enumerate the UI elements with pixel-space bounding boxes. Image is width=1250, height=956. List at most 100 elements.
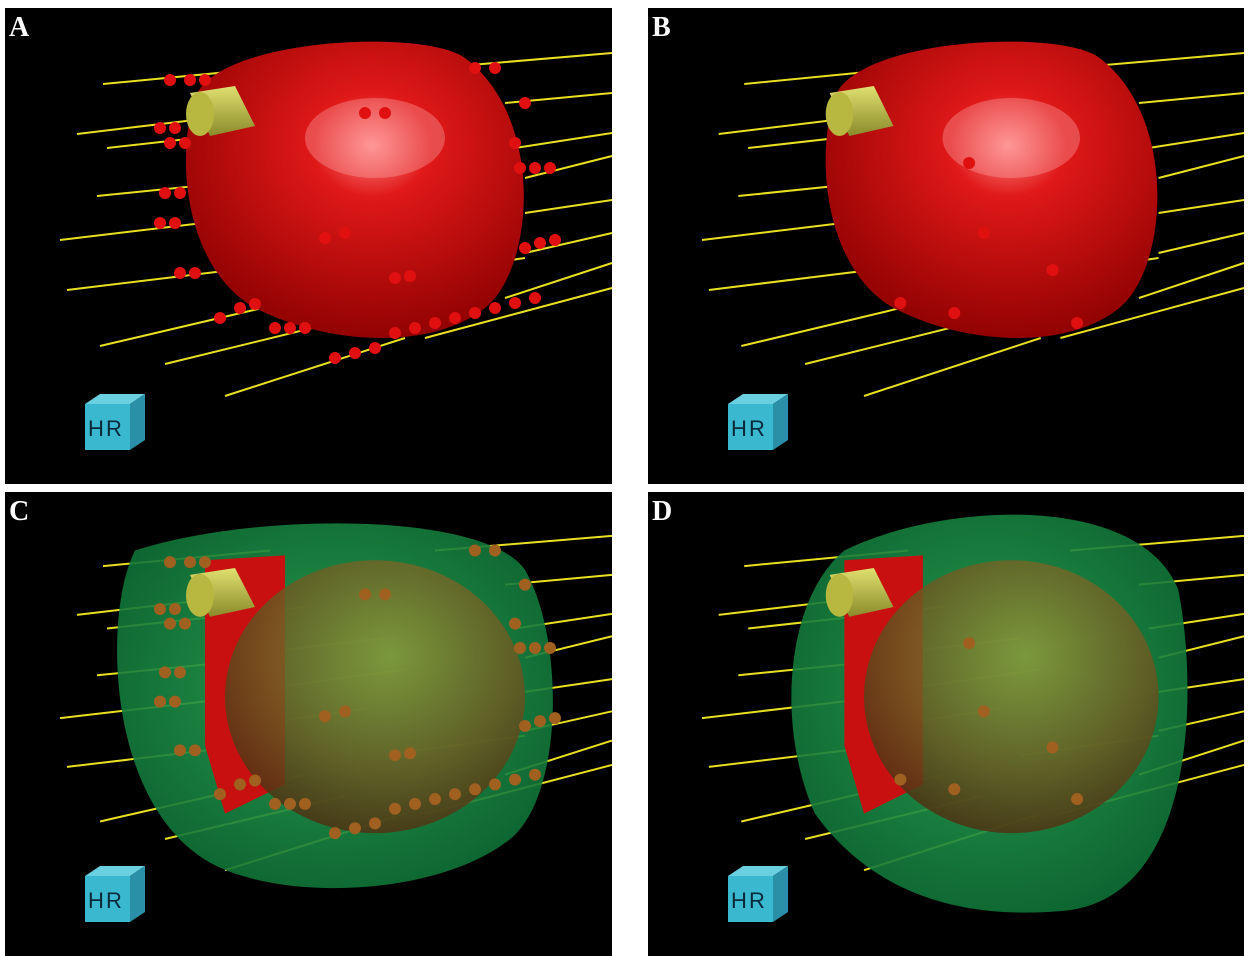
seed-dot bbox=[154, 696, 166, 708]
seed-dot bbox=[164, 74, 176, 86]
seed-dot bbox=[164, 137, 176, 149]
seed-dot bbox=[529, 292, 541, 304]
panel: HRA bbox=[5, 8, 612, 484]
seed-dot bbox=[389, 327, 401, 339]
seed-dot bbox=[519, 97, 531, 109]
seed-dot bbox=[179, 618, 191, 630]
seed-dot bbox=[963, 157, 975, 169]
seed-dot bbox=[948, 783, 960, 795]
seed-dot bbox=[429, 317, 441, 329]
seed-dot bbox=[509, 137, 521, 149]
seed-dot bbox=[214, 312, 226, 324]
seed-dot bbox=[389, 272, 401, 284]
seed-dot bbox=[284, 322, 296, 334]
seed-dot bbox=[544, 162, 556, 174]
seed-dot bbox=[359, 588, 371, 600]
seed-dot bbox=[164, 556, 176, 568]
seed-dot bbox=[159, 187, 171, 199]
seed-dot bbox=[199, 74, 211, 86]
applicator-end bbox=[186, 92, 214, 136]
seed-dot bbox=[449, 312, 461, 324]
seed-dot bbox=[359, 107, 371, 119]
seed-dot bbox=[174, 187, 186, 199]
seed-dot bbox=[249, 298, 261, 310]
cube-label: H bbox=[731, 888, 747, 913]
seed-dot bbox=[404, 270, 416, 282]
seed-dot bbox=[349, 347, 361, 359]
seed-dot bbox=[948, 307, 960, 319]
seed-dot bbox=[514, 642, 526, 654]
seed-dot bbox=[509, 297, 521, 309]
seed-dot bbox=[234, 302, 246, 314]
seed-dot bbox=[534, 715, 546, 727]
seed-dot bbox=[234, 778, 246, 790]
cube-label: R bbox=[106, 888, 122, 913]
seed-dot bbox=[519, 579, 531, 591]
seed-dot bbox=[894, 297, 906, 309]
seed-dot bbox=[529, 162, 541, 174]
seed-dot bbox=[449, 788, 461, 800]
seed-dot bbox=[369, 817, 381, 829]
seed-dot bbox=[189, 267, 201, 279]
seed-dot bbox=[549, 712, 561, 724]
seed-dot bbox=[1071, 793, 1083, 805]
seed-dot bbox=[389, 803, 401, 815]
seed-dot bbox=[429, 793, 441, 805]
seed-dot bbox=[519, 720, 531, 732]
cube-label: R bbox=[749, 416, 765, 441]
seed-dot bbox=[489, 302, 501, 314]
figure: HRAHRBHRCHRD bbox=[0, 0, 1250, 956]
seed-dot bbox=[389, 749, 401, 761]
seed-dot bbox=[169, 217, 181, 229]
seed-dot bbox=[189, 744, 201, 756]
seed-dot bbox=[269, 322, 281, 334]
seed-dot bbox=[179, 137, 191, 149]
applicator-end bbox=[186, 574, 214, 617]
seed-dot bbox=[469, 62, 481, 74]
seed-dot bbox=[469, 783, 481, 795]
seed-dot bbox=[299, 798, 311, 810]
seed-dot bbox=[164, 618, 176, 630]
seed-dot bbox=[509, 618, 521, 630]
seed-dot bbox=[529, 769, 541, 781]
seed-dot bbox=[1047, 741, 1059, 753]
seed-dot bbox=[1047, 264, 1059, 276]
seed-dot bbox=[174, 267, 186, 279]
seed-dot bbox=[963, 637, 975, 649]
panel-label: A bbox=[9, 12, 30, 43]
seed-dot bbox=[409, 322, 421, 334]
applicator-end bbox=[826, 574, 853, 617]
cube-label: R bbox=[749, 888, 765, 913]
seed-dot bbox=[404, 747, 416, 759]
seed-dot bbox=[299, 322, 311, 334]
seed-dot bbox=[489, 62, 501, 74]
seed-dot bbox=[894, 774, 906, 786]
seed-dot bbox=[339, 705, 351, 717]
seed-dot bbox=[978, 227, 990, 239]
seed-dot bbox=[978, 705, 990, 717]
panel-label: C bbox=[9, 496, 29, 527]
seed-dot bbox=[184, 74, 196, 86]
highlight bbox=[943, 98, 1080, 178]
seed-dot bbox=[199, 556, 211, 568]
panel-label: D bbox=[652, 496, 672, 527]
panel-label: B bbox=[652, 12, 671, 43]
seed-dot bbox=[549, 234, 561, 246]
seed-dot bbox=[154, 603, 166, 615]
seed-dot bbox=[169, 603, 181, 615]
seed-dot bbox=[249, 775, 261, 787]
seed-dot bbox=[284, 798, 296, 810]
tumor-volume bbox=[826, 42, 1158, 338]
seed-dot bbox=[319, 232, 331, 244]
seed-dot bbox=[169, 122, 181, 134]
seed-dot bbox=[544, 642, 556, 654]
seed-dot bbox=[509, 774, 521, 786]
seed-dot bbox=[469, 544, 481, 556]
seed-dot bbox=[489, 778, 501, 790]
cube-label: R bbox=[106, 416, 122, 441]
highlight bbox=[305, 98, 445, 178]
cube-label: H bbox=[731, 416, 747, 441]
applicator-end bbox=[826, 92, 853, 136]
